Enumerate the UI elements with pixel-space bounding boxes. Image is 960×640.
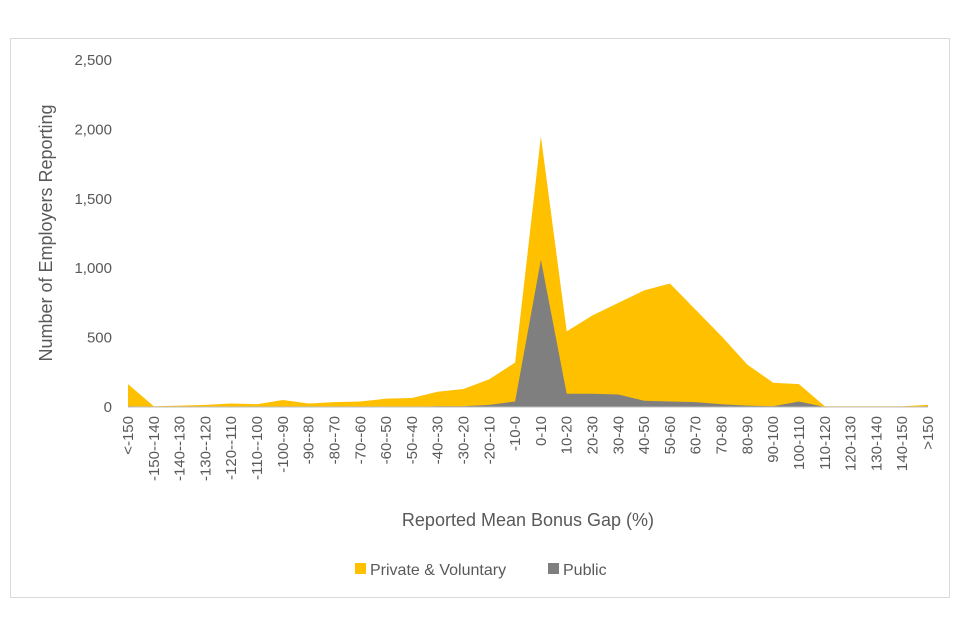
x-tick-label: -120--110 (223, 416, 240, 480)
plot-area (128, 136, 928, 407)
x-tick-label: -100--90 (275, 416, 292, 473)
y-tick-label: 1,000 (74, 260, 112, 277)
x-axis-title: Reported Mean Bonus Gap (%) (402, 510, 654, 530)
x-tick-label: 110-120 (817, 416, 834, 470)
x-tick-label: -10-0 (507, 416, 524, 451)
x-tick-label: <-150 (120, 416, 137, 455)
y-axis-title: Number of Employers Reporting (36, 104, 56, 361)
x-tick-label: 10-20 (559, 416, 576, 454)
x-tick-label: 100-110 (791, 416, 808, 470)
x-tick-label: -30--20 (455, 416, 472, 464)
x-tick-label: -150--140 (146, 416, 163, 481)
x-tick-label: 130-140 (868, 416, 885, 471)
y-tick-label: 500 (87, 330, 112, 347)
x-tick-label: -20--10 (481, 416, 498, 464)
x-tick-label: -110--100 (249, 416, 266, 480)
x-tick-label: -60--50 (378, 416, 395, 464)
x-tick-label: -50--40 (404, 416, 421, 464)
x-tick-label: -40--30 (430, 416, 447, 464)
x-tick-label: -90--80 (301, 416, 318, 464)
x-axis-ticks: <-150 -150--140 -140--130 -130--120 -120--11… (120, 416, 937, 481)
x-tick-label: -70--60 (352, 416, 369, 464)
x-tick-label: 0-10 (533, 416, 550, 446)
y-tick-label: 2,500 (74, 52, 112, 69)
y-tick-label: 2,000 (74, 121, 112, 138)
legend-label: Public (563, 562, 607, 579)
legend-swatch (548, 563, 559, 574)
series-area-0 (128, 136, 928, 407)
x-tick-label: 30-40 (610, 416, 627, 454)
x-tick-label: 60-70 (688, 416, 705, 454)
x-tick-label: 40-50 (636, 416, 653, 454)
y-axis-ticks: 0 500 1,000 1,500 2,000 2,500 (74, 52, 112, 416)
x-tick-label: >150 (920, 416, 937, 450)
legend-swatch (355, 563, 366, 574)
x-tick-label: 120-130 (843, 416, 860, 471)
legend: Private & Voluntary Public (355, 562, 607, 579)
x-tick-label: 70-80 (714, 416, 731, 454)
x-tick-label: -130--120 (197, 416, 214, 481)
y-tick-label: 0 (104, 399, 112, 416)
x-tick-label: -140--130 (172, 416, 189, 481)
x-tick-label: 80-90 (739, 416, 756, 454)
x-tick-label: -80--70 (326, 416, 343, 464)
chart-frame (10, 38, 950, 598)
series-area-1 (128, 259, 928, 407)
x-tick-label: 140-150 (894, 416, 911, 471)
x-tick-label: 20-30 (585, 416, 602, 454)
x-tick-label: 90-100 (765, 416, 782, 463)
legend-label: Private & Voluntary (370, 562, 506, 579)
y-tick-label: 1,500 (74, 191, 112, 208)
x-tick-label: 50-60 (662, 416, 679, 454)
